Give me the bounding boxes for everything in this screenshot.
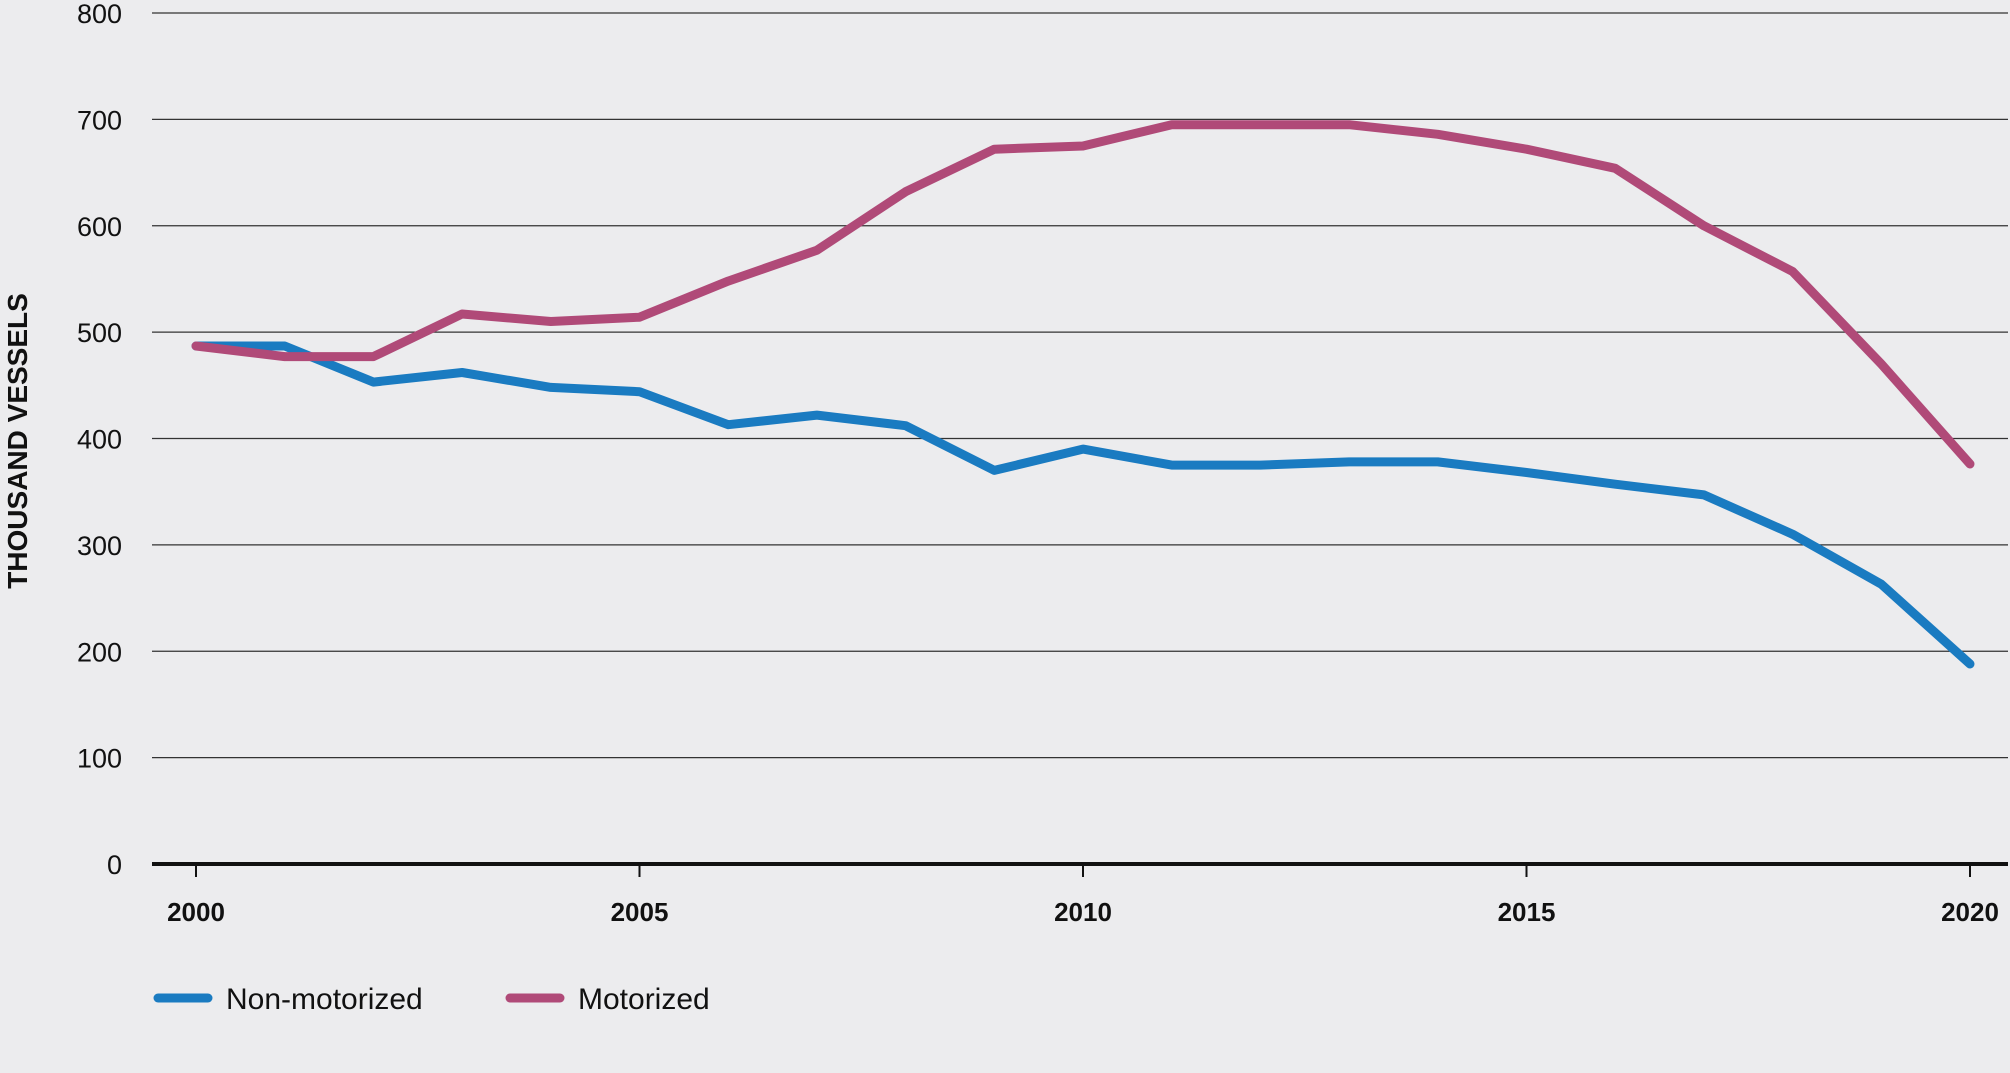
x-tick-label: 2000: [167, 897, 225, 927]
y-axis-title: THOUSAND VESSELS: [2, 293, 33, 589]
y-tick-label: 700: [77, 105, 122, 135]
y-tick-label: 400: [77, 425, 122, 455]
y-tick-label: 600: [77, 212, 122, 242]
y-tick-label: 0: [107, 850, 122, 880]
y-tick-label: 300: [77, 531, 122, 561]
series-line-motorized: [191, 120, 1975, 469]
x-tick-label: 2005: [611, 897, 669, 927]
y-tick-label: 500: [77, 318, 122, 348]
y-axis-tick-labels: 0 100 200 300 400 500 600 700 800: [77, 0, 122, 880]
series-lines: [191, 120, 1975, 669]
legend-label: Non-motorized: [226, 983, 423, 1016]
series-line-non-motorized: [191, 341, 1975, 669]
x-tick-label: 2010: [1054, 897, 1112, 927]
x-tick-label: 2015: [1498, 897, 1556, 927]
y-tick-label: 200: [77, 637, 122, 667]
y-tick-label: 800: [77, 0, 122, 29]
grid-lines: [152, 12, 2008, 759]
x-tick-label: 2020: [1941, 897, 1999, 927]
legend: Non-motorized Motorized: [153, 983, 710, 1016]
x-axis-ticks: 2000 2005 2010 2015 2020: [167, 864, 1999, 927]
legend-label: Motorized: [578, 983, 710, 1016]
y-tick-label: 100: [77, 744, 122, 774]
